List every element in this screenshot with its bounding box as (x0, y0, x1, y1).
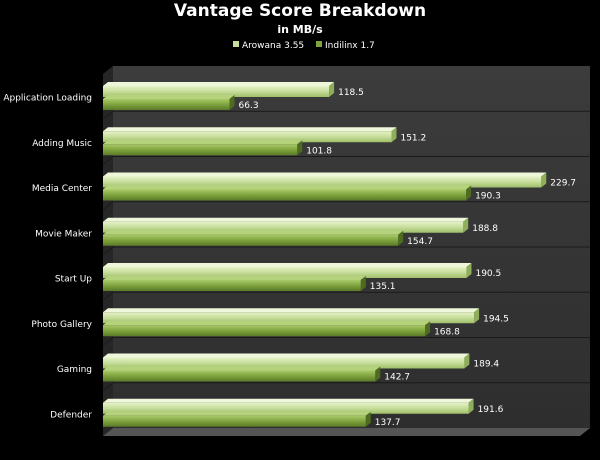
bar-top-face (103, 127, 397, 132)
bar (103, 99, 230, 110)
bar-top-face (103, 308, 480, 313)
data-label: 188.8 (472, 224, 498, 234)
bar (103, 144, 298, 156)
gridline (102, 246, 114, 256)
bar-top-face (103, 321, 431, 326)
plot-area: Application Loading 118.5 66.3 Adding Music… (3, 66, 590, 436)
legend-label-indilinx: Indilinx 1.7 (325, 41, 375, 51)
category-label: Start Up (55, 275, 92, 285)
bar-top-face (103, 276, 366, 280)
category-label: Application Loading (3, 94, 92, 104)
legend-label-arowana: Arowana 3.55 (242, 41, 304, 51)
data-label: 168.8 (434, 327, 460, 337)
gridline (102, 291, 114, 301)
bar-top-face (103, 398, 474, 403)
bar (103, 312, 475, 324)
bar-end-face (464, 353, 470, 369)
data-label: 151.2 (400, 133, 426, 143)
bar (103, 357, 465, 369)
gridline (102, 382, 114, 392)
bar-end-face (466, 263, 472, 278)
legend-swatch-arowana (233, 41, 239, 47)
bar-top-face (103, 353, 470, 358)
bar (103, 176, 542, 188)
bar (103, 402, 469, 414)
bar-top-face (103, 185, 472, 190)
chart-title: Vantage Score Breakdown (174, 1, 426, 21)
data-label: 189.4 (473, 360, 499, 370)
bar-top-face (103, 82, 335, 86)
bar-end-face (391, 127, 397, 143)
gridline (102, 110, 114, 120)
bar-end-face (229, 95, 235, 110)
data-label: 66.3 (239, 101, 259, 111)
data-label: 142.7 (384, 373, 410, 383)
category-label: Defender (50, 410, 92, 420)
bar-end-face (329, 82, 335, 97)
bar-end-face (398, 230, 404, 246)
data-label: 135.1 (370, 282, 396, 292)
bar-end-face (468, 398, 474, 414)
bar-top-face (103, 140, 303, 145)
category-label: Photo Gallery (31, 320, 92, 330)
bar (103, 131, 392, 143)
gridline (102, 337, 114, 346)
bar-end-face (463, 217, 469, 233)
legend-swatch-indilinx (316, 41, 322, 47)
bar (103, 415, 366, 427)
bar-top-face (103, 217, 469, 222)
plot-floor (103, 428, 590, 436)
bar-end-face (360, 276, 366, 291)
bar-end-face (297, 140, 303, 156)
legend: Arowana 3.55 Indilinx 1.7 (233, 41, 375, 51)
bar-end-face (466, 185, 472, 201)
category-label: Movie Maker (35, 229, 92, 239)
bar-top-face (103, 366, 381, 371)
bar (103, 280, 361, 291)
bar-top-face (103, 172, 547, 177)
bar (103, 234, 399, 246)
bar-top-face (103, 263, 472, 267)
bar-end-face (375, 366, 381, 382)
bar-end-face (365, 411, 371, 427)
data-label: 137.7 (375, 418, 401, 428)
data-label: 118.5 (338, 88, 364, 98)
data-label: 101.8 (306, 146, 332, 156)
bar (103, 86, 330, 97)
data-label: 191.6 (478, 405, 504, 415)
bar (103, 325, 426, 337)
bar-top-face (103, 230, 404, 235)
bar (103, 370, 376, 382)
bar-end-face (541, 172, 547, 188)
bar (103, 221, 464, 233)
chart-subtitle: in MB/s (277, 23, 323, 36)
bar-top-face (103, 95, 235, 99)
category-label: Gaming (57, 365, 92, 375)
category-label: Media Center (32, 184, 92, 194)
bar-end-face (474, 308, 480, 324)
bar-end-face (425, 321, 431, 337)
bar-top-face (103, 411, 371, 416)
category-label: Adding Music (32, 139, 92, 149)
data-label: 194.5 (483, 314, 509, 324)
bar (103, 267, 467, 278)
data-label: 154.7 (407, 237, 433, 247)
data-label: 190.5 (475, 269, 501, 279)
gridline (102, 201, 114, 211)
gridline (102, 156, 114, 165)
data-label: 229.7 (550, 179, 576, 189)
bar (103, 189, 467, 201)
data-label: 190.3 (475, 192, 501, 202)
